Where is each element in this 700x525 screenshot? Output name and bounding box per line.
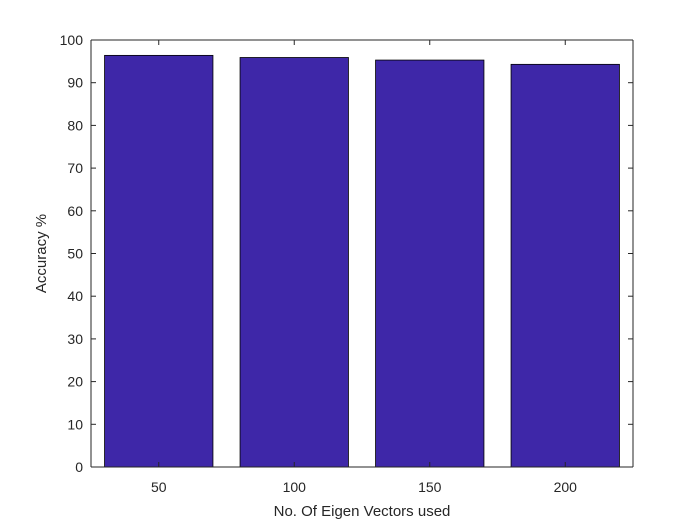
bar-group: [104, 54, 620, 468]
bar-200: [510, 63, 620, 468]
y-tick-label: 20: [67, 374, 83, 390]
y-tick-label: 40: [67, 288, 83, 304]
y-tick-label: 80: [67, 117, 83, 133]
y-tick-group: 0 10 20 30 40 50 60 70 80 90 100: [60, 32, 633, 475]
x-tick-label: 200: [554, 479, 578, 495]
y-tick-label: 10: [67, 416, 83, 432]
y-tick-label: 50: [67, 246, 83, 262]
bar-50: [104, 54, 214, 468]
x-axis-label: No. Of Eigen Vectors used: [274, 503, 451, 520]
y-tick-label: 60: [67, 203, 83, 219]
x-tick-label: 150: [418, 479, 442, 495]
y-tick-label: 0: [75, 459, 83, 475]
bar-150: [375, 59, 485, 468]
x-tick-label: 50: [151, 479, 167, 495]
y-tick-label: 30: [67, 331, 83, 347]
y-tick-label: 100: [60, 32, 84, 48]
x-tick-label: 100: [283, 479, 307, 495]
y-tick-label: 70: [67, 160, 83, 176]
y-tick-label: 90: [67, 75, 83, 91]
bar-100: [239, 57, 349, 468]
x-tick-group: 50 100 150 200: [151, 40, 577, 495]
y-axis-label: Accuracy %: [33, 214, 50, 293]
